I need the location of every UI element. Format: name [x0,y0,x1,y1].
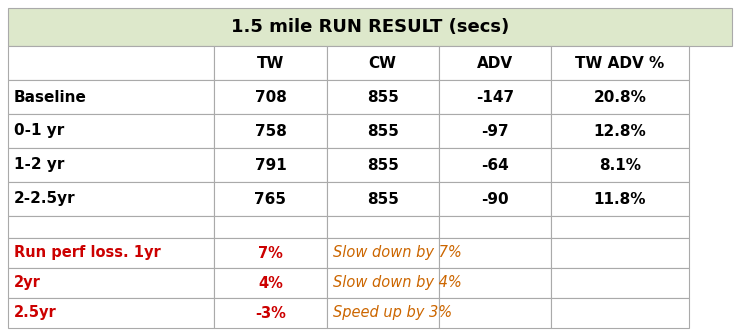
Bar [326,114,439,148]
Bar [8,8,732,46]
Text: 4%: 4% [258,276,283,291]
Bar [439,268,551,298]
Text: TW: TW [257,55,284,70]
Bar [551,46,689,80]
Bar [326,298,439,328]
Bar [8,268,214,298]
Bar [326,80,439,114]
Text: 855: 855 [367,124,398,139]
Bar [439,114,551,148]
Bar [214,80,326,114]
Text: -64: -64 [481,158,509,172]
Bar [214,182,326,216]
Bar [8,238,214,268]
Text: ADV: ADV [477,55,513,70]
Bar [214,148,326,182]
Bar [439,148,551,182]
Text: 855: 855 [367,90,398,105]
Bar [214,216,326,238]
Text: -90: -90 [481,191,509,206]
Bar [326,148,439,182]
Bar [214,46,326,80]
Text: -97: -97 [481,124,509,139]
Text: 7%: 7% [258,245,283,261]
Bar [439,238,551,268]
Bar [214,114,326,148]
Text: Slow down by 7%: Slow down by 7% [332,245,462,261]
Text: 855: 855 [367,191,398,206]
Bar [326,238,439,268]
Bar [551,114,689,148]
Text: 2-2.5yr: 2-2.5yr [14,191,76,206]
Bar [214,238,326,268]
Text: 11.8%: 11.8% [594,191,646,206]
Bar [439,216,551,238]
Bar [8,148,214,182]
Text: 12.8%: 12.8% [594,124,646,139]
Text: 855: 855 [367,158,398,172]
Text: Slow down by 4%: Slow down by 4% [332,276,462,291]
Text: Run perf loss. 1yr: Run perf loss. 1yr [14,245,161,261]
Text: 708: 708 [255,90,286,105]
Bar [8,114,214,148]
Bar [551,298,689,328]
Bar [214,298,326,328]
Bar [326,182,439,216]
Text: Baseline: Baseline [14,90,87,105]
Text: -147: -147 [476,90,514,105]
Bar [326,268,439,298]
Bar [551,268,689,298]
Text: 20.8%: 20.8% [594,90,646,105]
Bar [326,46,439,80]
Text: 2yr: 2yr [14,276,41,291]
Text: 0-1 yr: 0-1 yr [14,124,65,139]
Bar [326,216,439,238]
Bar [439,182,551,216]
Text: 1-2 yr: 1-2 yr [14,158,65,172]
Text: 8.1%: 8.1% [599,158,641,172]
Bar [551,216,689,238]
Text: 1.5 mile RUN RESULT (secs): 1.5 mile RUN RESULT (secs) [231,18,509,36]
Text: CW: CW [369,55,397,70]
Bar [8,80,214,114]
Bar [439,46,551,80]
Text: Speed up by 3%: Speed up by 3% [332,306,452,321]
Text: -3%: -3% [255,306,286,321]
Text: 765: 765 [255,191,286,206]
Bar [551,148,689,182]
Bar [8,46,214,80]
Bar [439,298,551,328]
Text: 2.5yr: 2.5yr [14,306,56,321]
Bar [8,216,214,238]
Bar [551,80,689,114]
Bar [8,182,214,216]
Bar [551,182,689,216]
Bar [214,268,326,298]
Bar [551,238,689,268]
Text: TW ADV %: TW ADV % [575,55,664,70]
Text: 758: 758 [255,124,286,139]
Bar [439,80,551,114]
Bar [8,298,214,328]
Text: 791: 791 [255,158,286,172]
